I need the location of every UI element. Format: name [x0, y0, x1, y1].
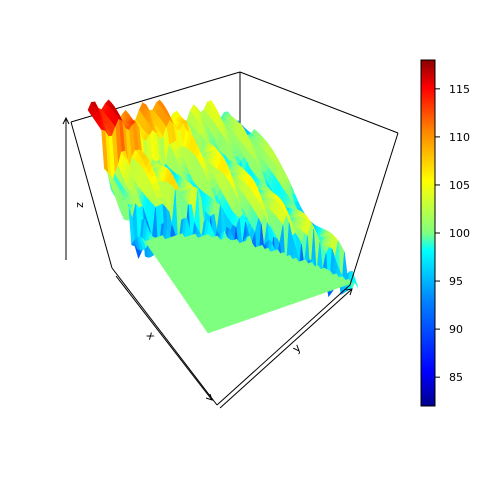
colorbar-tick-label: 100 [449, 227, 470, 240]
surface-facet [204, 327, 212, 334]
z-axis-label: z [73, 202, 86, 208]
x-axis-label: x [144, 329, 159, 343]
colorbar-tick-label: 110 [449, 131, 470, 144]
colorbar-tick-label: 105 [449, 179, 470, 192]
colorbar-tick-label: 95 [449, 275, 463, 288]
colorbar-gradient [420, 59, 436, 407]
box-front [70, 121, 399, 406]
colorbar-tick-label: 85 [449, 371, 463, 384]
colorbar-tick-label: 115 [449, 83, 470, 96]
colorbar: 85 90 95 100 105 110 115 [420, 59, 470, 407]
colorbar-ticks: 85 90 95 100 105 110 115 [435, 83, 470, 384]
y-axis-label: y [290, 341, 304, 355]
surface [87, 99, 359, 334]
colorbar-tick-label: 90 [449, 323, 463, 336]
axis-arrows [62, 116, 353, 409]
